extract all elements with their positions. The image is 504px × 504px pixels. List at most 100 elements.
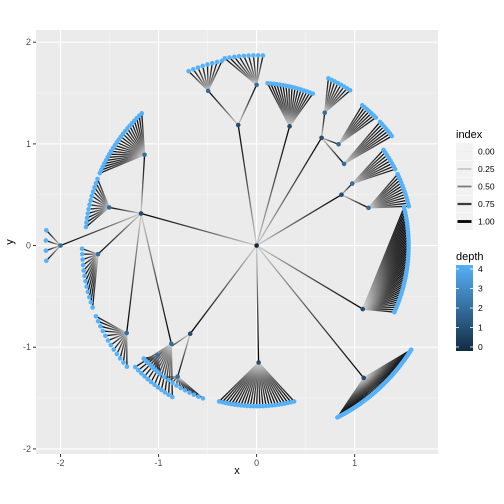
- tree-edge: [237, 124, 258, 246]
- tree-node: [162, 374, 167, 380]
- x-tick-label: 0: [254, 458, 259, 468]
- tree-node: [79, 246, 85, 252]
- tree-node: [58, 243, 63, 248]
- tree-node: [256, 360, 261, 365]
- tree-node: [254, 243, 259, 248]
- tree-node: [108, 342, 114, 348]
- legend-depth-label: 3: [478, 284, 483, 294]
- tree-edge: [255, 126, 291, 246]
- tree-node: [235, 122, 241, 128]
- tree-node: [196, 394, 201, 399]
- tree-node: [360, 306, 366, 312]
- tree-node: [349, 181, 355, 186]
- tree-node: [43, 238, 49, 243]
- tree-node: [401, 205, 407, 210]
- y-tick-label: -1: [23, 342, 31, 352]
- tree-node: [82, 273, 87, 279]
- tree-node: [84, 220, 89, 225]
- tree-node: [93, 180, 99, 186]
- y-axis: -2 -1 0 1 2: [23, 37, 36, 454]
- tree-node: [84, 215, 90, 221]
- tree-node: [79, 251, 85, 257]
- tree-node: [361, 375, 367, 381]
- tree-node: [291, 399, 297, 404]
- tree-node: [92, 185, 97, 190]
- tree-node: [174, 383, 179, 388]
- tree-node: [138, 211, 144, 216]
- legend-depth-colorbar: [456, 265, 473, 351]
- tree-node: [366, 205, 371, 211]
- tree-node: [341, 161, 347, 167]
- tree-node: [89, 193, 95, 199]
- tree-node: [222, 56, 228, 61]
- tree-node: [114, 351, 120, 357]
- tree-node: [148, 379, 154, 385]
- tree-node: [231, 54, 237, 60]
- tree-node: [157, 371, 163, 377]
- x-tick-label: -2: [57, 458, 65, 468]
- x-axis: -2 -1 0 1: [57, 454, 357, 468]
- tree-node: [166, 392, 171, 398]
- tree-node: [88, 300, 94, 305]
- legend-depth: depth 4 3 2 1 0: [456, 251, 484, 352]
- legend-depth-label: 1: [478, 323, 483, 333]
- legend-depth-title: depth: [456, 251, 484, 263]
- tree-node: [381, 147, 386, 153]
- tree-node: [200, 396, 206, 401]
- tree-node: [186, 68, 191, 74]
- tree-node: [205, 62, 210, 67]
- x-tick-label: 1: [352, 458, 357, 468]
- tree-node: [377, 119, 383, 125]
- tree-node: [246, 53, 251, 58]
- tree-node: [90, 305, 95, 310]
- tree-node: [169, 341, 174, 347]
- tree-node: [105, 338, 111, 343]
- tree-node: [162, 390, 168, 395]
- tree-node: [43, 248, 49, 253]
- tree-node: [100, 328, 106, 334]
- tree-node: [209, 60, 215, 66]
- tree-node: [241, 53, 247, 59]
- tree-node: [182, 388, 188, 393]
- tree-node: [170, 380, 175, 386]
- tree-node: [83, 224, 89, 230]
- tree-node: [139, 370, 144, 376]
- tree-node: [145, 376, 151, 382]
- tree-node: [319, 135, 324, 141]
- tree-node: [287, 124, 292, 129]
- legend-index-label: 0.25: [478, 164, 495, 174]
- tree-node: [191, 392, 197, 397]
- tree-node: [95, 251, 101, 257]
- tree-node: [121, 360, 126, 365]
- tree-node: [142, 373, 147, 379]
- tree-node: [44, 228, 49, 233]
- tree-node: [254, 82, 259, 88]
- tree-node: [80, 262, 86, 268]
- legend-index-label: 0.75: [478, 199, 495, 209]
- y-tick-label: 1: [26, 139, 31, 149]
- tree-node: [227, 55, 232, 60]
- tree-edge: [256, 245, 365, 379]
- tree-node: [95, 176, 100, 182]
- tree-edge: [256, 245, 364, 310]
- tree-node: [265, 80, 270, 86]
- tree-node: [124, 330, 129, 336]
- tree-node: [103, 333, 108, 339]
- tree-node: [117, 356, 123, 361]
- tree-node: [87, 294, 92, 300]
- tree-node: [88, 198, 93, 203]
- tree-node: [142, 152, 147, 158]
- tree-node: [85, 289, 91, 295]
- tree-node: [166, 377, 171, 383]
- tree-node: [195, 65, 201, 70]
- tree-node: [155, 385, 161, 390]
- x-tick-label: -1: [155, 458, 163, 468]
- tree-node: [124, 364, 130, 369]
- tree-node: [236, 53, 242, 59]
- y-tick-label: 2: [26, 37, 31, 47]
- tree-node: [90, 189, 96, 194]
- tree-node: [339, 192, 344, 198]
- tree-node: [86, 206, 91, 212]
- tree-node: [136, 367, 141, 373]
